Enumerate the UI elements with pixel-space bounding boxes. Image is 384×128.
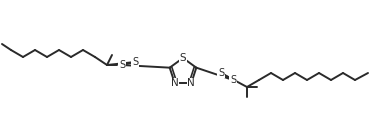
Text: S: S bbox=[132, 57, 138, 67]
Text: N: N bbox=[171, 78, 179, 88]
Text: S: S bbox=[230, 75, 236, 85]
Text: S: S bbox=[180, 53, 186, 63]
Text: N: N bbox=[187, 78, 195, 88]
Text: S: S bbox=[119, 60, 125, 70]
Text: S: S bbox=[218, 68, 224, 78]
